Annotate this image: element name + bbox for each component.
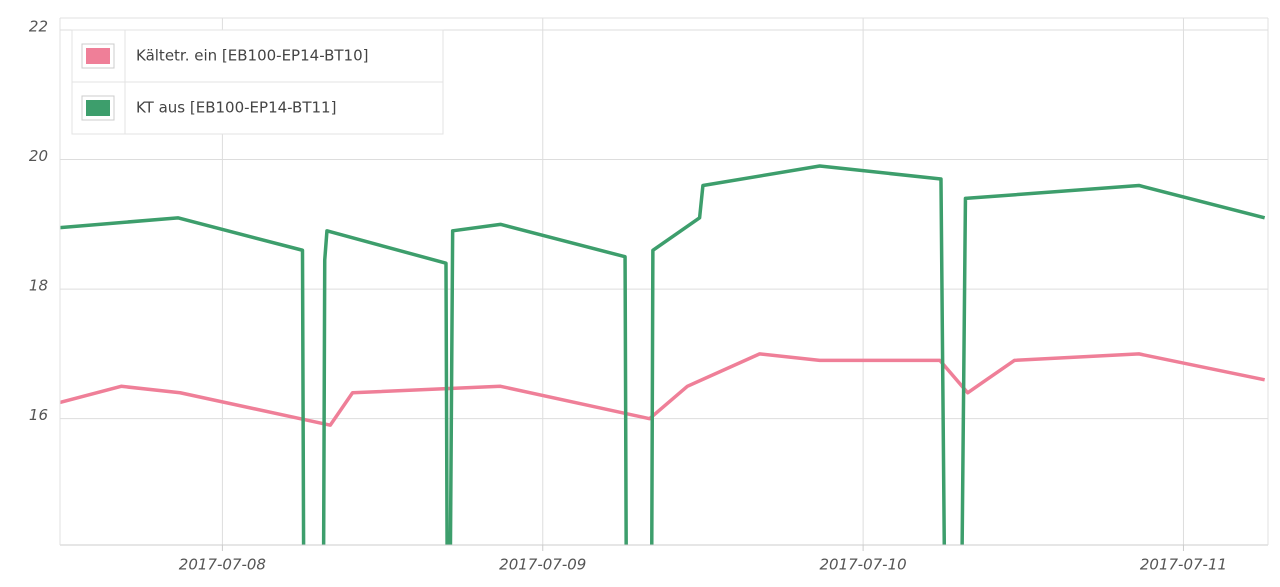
axes: 16 18 20 22 2017-07-08 2017-07-09 2017-07-10 20… <box>29 17 1269 574</box>
y-tick-label: 20 <box>29 147 48 165</box>
legend: Kältetr. ein [EB100-EP14-BT10] KT aus [EB… <box>71 29 444 135</box>
y-tick-label: 22 <box>29 18 48 36</box>
series-line <box>60 352 1266 427</box>
x-tick-label: 2017-07-08 <box>179 556 266 574</box>
legend-swatch <box>86 48 110 64</box>
y-tick-label: 18 <box>29 277 48 295</box>
y-tick-label: 16 <box>29 406 48 424</box>
x-tick-label: 2017-07-11 <box>1140 556 1227 574</box>
plot-area <box>60 164 1266 545</box>
legend-label: Kältetr. ein [EB100-EP14-BT10] <box>136 47 368 65</box>
legend-label: KT aus [EB100-EP14-BT11] <box>136 99 336 117</box>
legend-swatch <box>86 100 110 116</box>
x-tick-label: 2017-07-10 <box>820 556 907 574</box>
x-tick-label: 2017-07-09 <box>499 556 586 574</box>
series-line <box>60 164 1266 545</box>
